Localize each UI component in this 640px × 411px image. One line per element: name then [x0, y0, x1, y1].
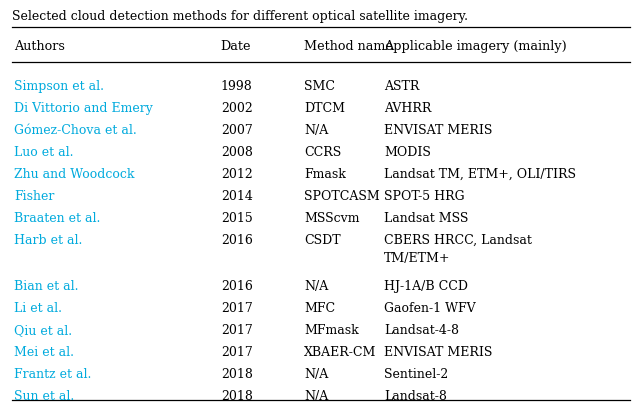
Text: MSScvm: MSScvm: [304, 212, 360, 225]
Text: Zhu and Woodcock: Zhu and Woodcock: [14, 168, 134, 181]
Text: MFmask: MFmask: [304, 324, 359, 337]
Text: Authors: Authors: [14, 40, 65, 53]
Text: Braaten et al.: Braaten et al.: [14, 212, 100, 225]
Text: CBERS HRCC, Landsat: CBERS HRCC, Landsat: [384, 234, 532, 247]
Text: Sentinel-2: Sentinel-2: [384, 368, 448, 381]
Text: CSDT: CSDT: [304, 234, 340, 247]
Text: MFC: MFC: [304, 302, 335, 315]
Text: Harb et al.: Harb et al.: [14, 234, 83, 247]
Text: Applicable imagery (mainly): Applicable imagery (mainly): [384, 40, 567, 53]
Text: 2018: 2018: [221, 390, 253, 403]
Text: SMC: SMC: [304, 80, 335, 93]
Text: ASTR: ASTR: [384, 80, 419, 93]
Text: 2017: 2017: [221, 324, 253, 337]
Text: HJ-1A/B CCD: HJ-1A/B CCD: [384, 280, 468, 293]
Text: 2002: 2002: [221, 102, 253, 115]
Text: 2007: 2007: [221, 124, 253, 137]
Text: CCRS: CCRS: [304, 146, 341, 159]
Text: Qiu et al.: Qiu et al.: [14, 324, 72, 337]
Text: Landsat TM, ETM+, OLI/TIRS: Landsat TM, ETM+, OLI/TIRS: [384, 168, 576, 181]
Text: MODIS: MODIS: [384, 146, 431, 159]
Text: Luo et al.: Luo et al.: [14, 146, 74, 159]
Text: 2015: 2015: [221, 212, 253, 225]
Text: Selected cloud detection methods for different optical satellite imagery.: Selected cloud detection methods for dif…: [12, 10, 468, 23]
Text: DTCM: DTCM: [304, 102, 345, 115]
Text: 2008: 2008: [221, 146, 253, 159]
Text: Simpson et al.: Simpson et al.: [14, 80, 104, 93]
Text: XBAER-CM: XBAER-CM: [304, 346, 376, 359]
Text: 2018: 2018: [221, 368, 253, 381]
Text: 2017: 2017: [221, 302, 253, 315]
Text: 1998: 1998: [221, 80, 253, 93]
Text: N/A: N/A: [304, 368, 328, 381]
Text: Gaofen-1 WFV: Gaofen-1 WFV: [384, 302, 476, 315]
Text: Gómez-Chova et al.: Gómez-Chova et al.: [14, 124, 137, 137]
Text: Bian et al.: Bian et al.: [14, 280, 79, 293]
Text: ENVISAT MERIS: ENVISAT MERIS: [384, 124, 492, 137]
Text: Date: Date: [221, 40, 252, 53]
Text: 2014: 2014: [221, 190, 253, 203]
Text: N/A: N/A: [304, 124, 328, 137]
Text: 2016: 2016: [221, 280, 253, 293]
Text: 2012: 2012: [221, 168, 253, 181]
Text: Method name: Method name: [304, 40, 393, 53]
Text: Landsat-8: Landsat-8: [384, 390, 447, 403]
Text: SPOTCASM: SPOTCASM: [304, 190, 380, 203]
Text: 2016: 2016: [221, 234, 253, 247]
Text: Landsat MSS: Landsat MSS: [384, 212, 468, 225]
Text: AVHRR: AVHRR: [384, 102, 431, 115]
Text: ENVISAT MERIS: ENVISAT MERIS: [384, 346, 492, 359]
Text: 2017: 2017: [221, 346, 253, 359]
Text: Li et al.: Li et al.: [14, 302, 62, 315]
Text: Sun et al.: Sun et al.: [14, 390, 74, 403]
Text: SPOT-5 HRG: SPOT-5 HRG: [384, 190, 465, 203]
Text: Frantz et al.: Frantz et al.: [14, 368, 92, 381]
Text: Di Vittorio and Emery: Di Vittorio and Emery: [14, 102, 153, 115]
Text: N/A: N/A: [304, 390, 328, 403]
Text: TM/ETM+: TM/ETM+: [384, 252, 451, 265]
Text: N/A: N/A: [304, 280, 328, 293]
Text: Fmask: Fmask: [304, 168, 346, 181]
Text: Fisher: Fisher: [14, 190, 54, 203]
Text: Landsat-4-8: Landsat-4-8: [384, 324, 459, 337]
Text: Mei et al.: Mei et al.: [14, 346, 74, 359]
